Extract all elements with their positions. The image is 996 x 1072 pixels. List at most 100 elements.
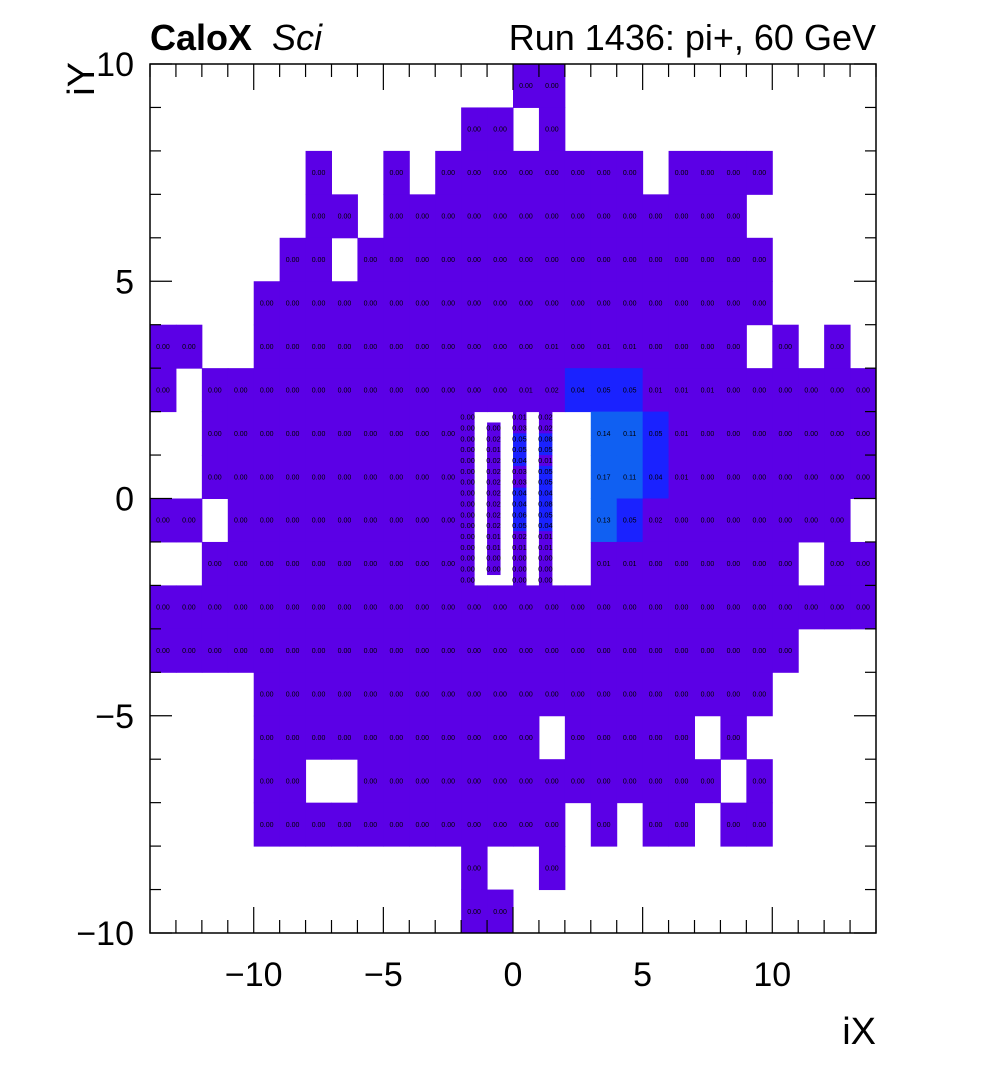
heatmap-cell xyxy=(461,444,475,456)
cell-value-label: 0.00 xyxy=(467,909,481,916)
heatmap-cell xyxy=(461,509,475,521)
heatmap-cell xyxy=(409,411,436,456)
cell-value-label: 0.00 xyxy=(727,170,741,177)
heatmap-cell xyxy=(383,324,410,369)
heatmap-cell xyxy=(279,672,307,717)
cell-value-label: 0.01 xyxy=(675,474,689,481)
cell-value-label: 0.00 xyxy=(701,561,715,568)
cell-value-label: 0.00 xyxy=(753,822,767,829)
cell-value-label: 0.01 xyxy=(486,445,501,454)
cell-value-label: 0.01 xyxy=(538,456,553,465)
cell-value-label: 0.00 xyxy=(753,518,767,525)
cell-value-label: 0.00 xyxy=(467,387,481,394)
cell-value-label: 0.00 xyxy=(649,214,663,221)
cell-value-label: 0.00 xyxy=(597,257,611,264)
cell-value-label: 0.00 xyxy=(649,257,663,264)
cell-value-label: 0.04 xyxy=(538,521,553,530)
x-axis-label: iX xyxy=(842,1011,876,1053)
cell-value-label: 0.00 xyxy=(512,554,527,563)
cell-value-label: 0.00 xyxy=(364,518,378,525)
cell-value-label: 0.00 xyxy=(675,518,689,525)
cell-value-label: 0.00 xyxy=(460,478,475,487)
cell-value-label: 0.00 xyxy=(260,431,274,438)
heatmap-cell xyxy=(850,541,877,586)
heatmap-cell xyxy=(850,585,877,630)
heatmap-cell xyxy=(798,368,825,413)
cell-value-label: 0.00 xyxy=(493,214,507,221)
heatmap-cell xyxy=(461,759,488,804)
cell-value-label: 0.01 xyxy=(675,387,689,394)
heatmap-cell xyxy=(772,628,799,673)
heatmap-cell xyxy=(461,552,475,565)
cell-value-label: 0.00 xyxy=(675,605,689,612)
heatmap-cell xyxy=(409,498,436,543)
heatmap-cell xyxy=(357,324,384,369)
heatmap-cell xyxy=(461,802,488,847)
cell-value-label: 0.00 xyxy=(441,822,455,829)
heatmap-cell xyxy=(538,498,553,510)
heatmap-cell xyxy=(564,759,592,804)
heatmap-cell xyxy=(305,281,332,326)
cell-value-label: 0.00 xyxy=(467,735,481,742)
heatmap-cell xyxy=(590,281,618,326)
heatmap-cell xyxy=(513,324,540,369)
heatmap-cell xyxy=(538,150,566,195)
heatmap-cell xyxy=(642,541,670,586)
heatmap-cell xyxy=(357,411,384,456)
heatmap-cell xyxy=(694,455,721,499)
heatmap-cell xyxy=(305,715,332,760)
heatmap-cell xyxy=(616,498,644,543)
heatmap-cell xyxy=(487,324,514,369)
heatmap-cell xyxy=(331,411,358,456)
cell-value-label: 0.00 xyxy=(727,300,741,307)
cell-value-label: 0.00 xyxy=(571,692,585,699)
heatmap-cell xyxy=(253,759,281,804)
heatmap-cell xyxy=(383,150,410,195)
cell-value-label: 0.00 xyxy=(460,575,475,584)
heatmap-cell xyxy=(435,715,462,760)
heatmap-cell xyxy=(383,194,410,239)
heatmap-cells xyxy=(150,64,877,934)
heatmap-cell xyxy=(227,541,255,586)
cell-value-label: 0.00 xyxy=(753,387,767,394)
cell-value-label: 0.00 xyxy=(415,518,429,525)
cell-value-label: 0.00 xyxy=(390,518,404,525)
cell-value-label: 0.00 xyxy=(727,692,741,699)
heatmap-cell xyxy=(694,281,721,326)
cell-value-label: 0.00 xyxy=(364,344,378,351)
axis-ticks xyxy=(149,63,877,934)
heatmap-cell xyxy=(513,465,527,478)
cell-value-label: 0.00 xyxy=(649,648,663,655)
cell-value-label: 0.00 xyxy=(415,605,429,612)
cell-value-label: 0.02 xyxy=(486,510,501,519)
cell-value-label: 0.00 xyxy=(260,561,274,568)
cell-value-label: 0.04 xyxy=(512,499,527,508)
heatmap-cell xyxy=(487,487,501,499)
heatmap-cell xyxy=(616,759,644,804)
cell-value-label: 0.00 xyxy=(415,778,429,785)
x-tick-label: 10 xyxy=(753,956,791,994)
heatmap-cell xyxy=(824,411,851,456)
cell-value-label: 0.00 xyxy=(727,605,741,612)
cell-value-label: 0.00 xyxy=(856,474,870,481)
heatmap-cell xyxy=(564,368,592,413)
cell-value-label: 0.04 xyxy=(649,474,663,481)
heatmap-cell xyxy=(772,324,799,369)
heatmap-cell xyxy=(461,487,475,499)
heatmap-cell xyxy=(538,422,553,434)
y-tick-label: −5 xyxy=(95,698,134,736)
cell-value-label: 0.00 xyxy=(545,127,559,134)
cell-value-label: 0.00 xyxy=(778,431,792,438)
brand-italic: Sci xyxy=(272,17,323,58)
heatmap-cell xyxy=(461,324,488,369)
cell-value-label: 0.00 xyxy=(208,605,222,612)
cell-value-label: 0.00 xyxy=(753,692,767,699)
cell-value-label: 0.00 xyxy=(312,692,326,699)
heatmap-cell xyxy=(668,628,695,673)
cell-value-label: 0.00 xyxy=(338,474,352,481)
heatmap-cell xyxy=(564,628,592,673)
cell-value-label: 0.04 xyxy=(512,456,527,465)
heatmap-cell xyxy=(435,150,462,195)
heatmap-cell xyxy=(227,628,255,673)
heatmap-cell xyxy=(279,411,307,456)
